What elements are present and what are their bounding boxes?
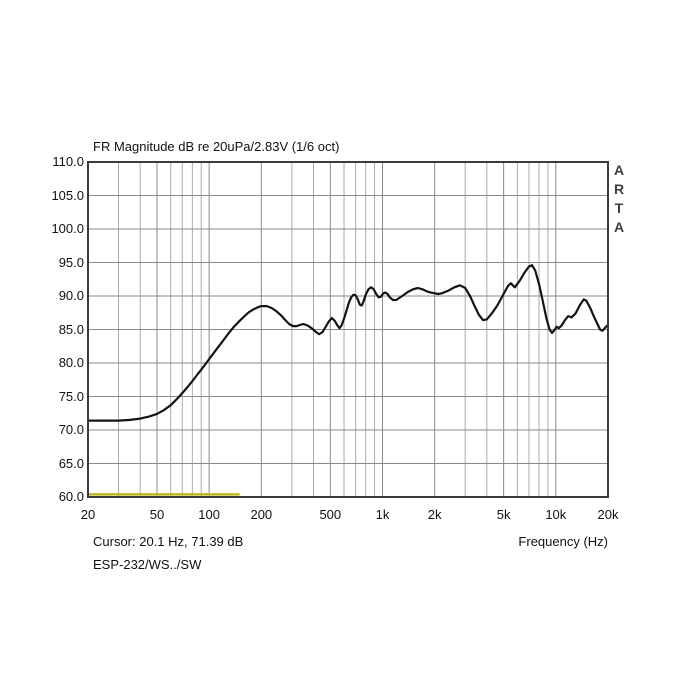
- x-tick-label: 20: [80, 507, 96, 522]
- y-tick-label: 90.0: [58, 288, 84, 303]
- x-tick-label: 5k: [496, 507, 511, 522]
- fr-curve: [86, 264, 610, 422]
- y-tick-label: 100.0: [51, 221, 84, 236]
- plot-border: [87, 161, 609, 498]
- arta-watermark: ARTA: [611, 162, 627, 238]
- x-tick-label: 50: [149, 507, 165, 522]
- x-tick-label: 100: [198, 507, 220, 522]
- y-tick-label: 60.0: [58, 489, 84, 504]
- overlay-file-label: ESP-232/WS../SW: [93, 557, 202, 572]
- y-tick-label: 75.0: [58, 388, 84, 404]
- x-tick-label: 20k: [597, 507, 619, 522]
- x-tick-label: 2k: [427, 507, 442, 522]
- y-tick-label: 80.0: [58, 355, 84, 370]
- y-tick-label: 70.0: [58, 422, 84, 437]
- x-tick-label: 10k: [545, 507, 567, 522]
- x-axis-title: Frequency (Hz): [518, 534, 608, 549]
- x-tick-label: 1k: [375, 507, 390, 522]
- y-tick-label: 110.0: [52, 154, 84, 169]
- y-tick-label: 65.0: [58, 455, 84, 471]
- plot-area[interactable]: [88, 162, 608, 497]
- cursor-readout: Cursor: 20.1 Hz, 71.39 dB: [93, 534, 244, 549]
- chart-title: FR Magnitude dB re 20uPa/2.83V (1/6 oct): [93, 139, 340, 154]
- x-tick-label: 200: [250, 507, 273, 522]
- y-tick-label: 95.0: [58, 254, 84, 270]
- x-tick-label: 500: [319, 507, 342, 522]
- y-tick-label: 85.0: [58, 321, 84, 337]
- y-tick-label: 105.0: [51, 187, 84, 203]
